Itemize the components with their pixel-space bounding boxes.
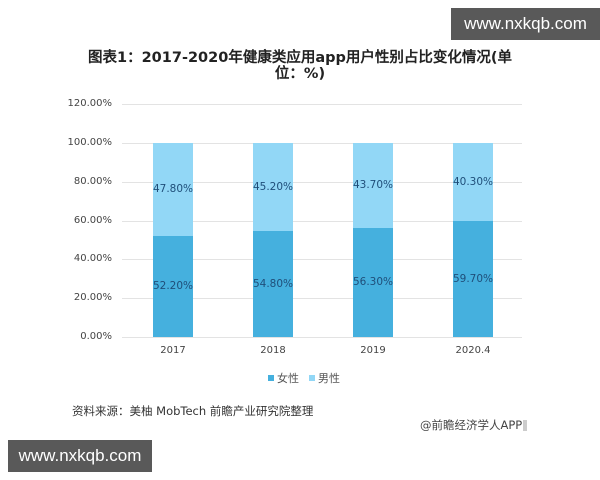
data-label: 52.20% <box>152 280 194 293</box>
y-tick-label: 80.00% <box>73 176 112 187</box>
gridline <box>122 104 522 105</box>
x-tick-label: 2018 <box>260 345 286 356</box>
x-tick-label: 2020.4 <box>455 345 491 356</box>
legend-label-male: 男性 <box>318 372 340 385</box>
y-tick-label: 120.00% <box>67 98 113 109</box>
gridline <box>122 298 522 299</box>
legend-swatch-female <box>268 375 274 381</box>
data-label: 47.80% <box>152 183 194 196</box>
bar-2018: 54.80% 45.20% <box>252 142 294 337</box>
bar-segment-male: 43.70% <box>352 142 394 228</box>
gridline <box>122 143 522 144</box>
chart-title-line1: 图表1：2017-2020年健康类应用app用户性别占比变化情况(单 <box>88 50 512 66</box>
bar-segment-male: 45.20% <box>252 142 294 231</box>
gridline <box>122 221 522 222</box>
bar-segment-male: 40.30% <box>452 142 494 222</box>
legend-item-male: 男性 <box>309 370 340 386</box>
y-tick-label: 20.00% <box>73 292 112 303</box>
data-label: 40.30% <box>452 175 494 188</box>
y-tick-label: 40.00% <box>73 253 112 264</box>
source-note: 资料来源：美柚 MobTech 前瞻产业研究院整理 <box>72 404 314 418</box>
bar-segment-male: 47.80% <box>152 142 194 236</box>
data-label: 56.30% <box>352 276 394 289</box>
gridline <box>122 337 522 338</box>
legend: 女性 男性 <box>268 370 340 386</box>
bar-segment-female: 59.70% <box>453 221 493 337</box>
watermark-bottom: www.nxkqb.com <box>8 440 152 472</box>
bar-2019: 56.30% 43.70% <box>352 142 394 337</box>
gridline <box>122 259 522 260</box>
data-label: 59.70% <box>452 273 494 286</box>
chart-title: 图表1：2017-2020年健康类应用app用户性别占比变化情况(单 位：%) <box>70 50 530 82</box>
y-tick-label: 100.00% <box>67 137 113 148</box>
legend-label-female: 女性 <box>277 372 299 385</box>
bar-2020.4: 59.70% 40.30% <box>452 142 494 337</box>
data-label: 43.70% <box>352 179 394 192</box>
x-tick-label: 2017 <box>160 345 186 356</box>
legend-item-female: 女性 <box>268 370 299 386</box>
bar-segment-female: 56.30% <box>352 227 394 337</box>
credit: @前瞻经济学人APP <box>420 417 528 433</box>
bar-segment-female: 54.80% <box>252 230 294 337</box>
credit-mark <box>523 420 528 431</box>
credit-text: @前瞻经济学人APP <box>420 418 523 432</box>
chart-title-line2: 位：%) <box>274 66 326 82</box>
bar-2017: 52.20% 47.80% <box>152 142 194 337</box>
watermark-top: www.nxkqb.com <box>451 8 600 40</box>
y-tick-label: 0.00% <box>80 331 112 342</box>
gridline <box>122 182 522 183</box>
bar-segment-female: 52.20% <box>152 235 194 337</box>
data-label: 54.80% <box>252 277 294 290</box>
y-tick-label: 60.00% <box>73 215 112 226</box>
x-tick-label: 2019 <box>360 345 386 356</box>
legend-swatch-male <box>309 375 315 381</box>
data-label: 45.20% <box>252 180 294 193</box>
